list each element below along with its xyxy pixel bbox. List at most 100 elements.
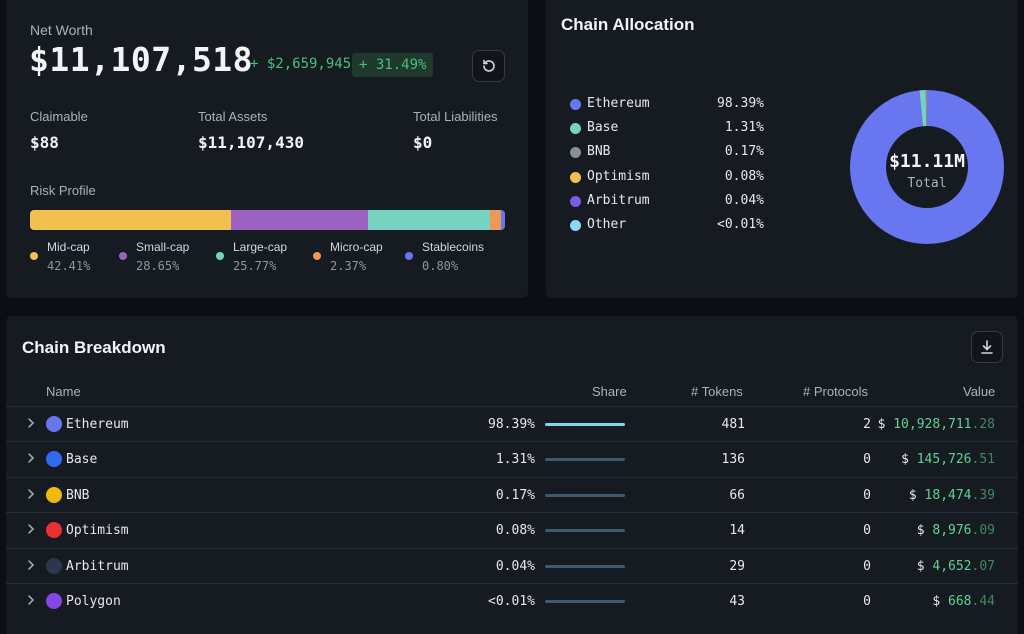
legend-dot (30, 252, 38, 260)
legend-pct: 42.41% (47, 259, 91, 273)
total-assets-value: $11,107,430 (198, 133, 304, 152)
value-integer: 668 (948, 594, 972, 609)
chain-icon (46, 451, 62, 467)
chain-icon (46, 558, 62, 574)
value-integer: 18,474 (924, 488, 972, 503)
chain-value: $ 4,652.07 (917, 559, 995, 574)
allocation-item-arbitrum: Arbitrum 0.04% (570, 193, 764, 209)
value-currency: $ (908, 488, 917, 503)
chevron-right-icon[interactable] (26, 558, 36, 572)
allocation-pct: 98.39% (717, 96, 764, 111)
risk-segment-micro-cap (489, 210, 502, 230)
legend-dot (570, 147, 581, 158)
net-worth-value: $11,107,518 (29, 40, 254, 79)
table-row-arbitrum[interactable]: Arbitrum 0.04% 29 0 $ 4,652.07 (6, 548, 1018, 583)
risk-segment-large-cap (367, 210, 490, 230)
total-assets-stat: Total Assets $11,107,430 (198, 109, 304, 152)
value-integer: 10,928,711 (893, 417, 972, 432)
column-header-name[interactable]: Name (46, 384, 81, 399)
token-count: 66 (729, 488, 745, 503)
column-header-value[interactable]: Value (963, 384, 996, 399)
token-count: 43 (729, 594, 745, 609)
risk-segment-mid-cap (30, 210, 232, 230)
share-bar (545, 458, 625, 461)
column-header-tokens[interactable]: # Tokens (691, 384, 743, 399)
token-count: 481 (721, 417, 745, 432)
legend-name: Small-cap (136, 240, 190, 254)
table-row-polygon[interactable]: Polygon <0.01% 43 0 $ 668.44 (6, 583, 1018, 618)
share-pct: 0.08% (495, 523, 535, 538)
token-count: 136 (721, 452, 745, 467)
value-decimal: .28 (971, 417, 995, 432)
chain-icon (46, 593, 62, 609)
allocation-item-optimism: Optimism 0.08% (570, 169, 764, 185)
value-decimal: .09 (971, 523, 995, 538)
chain-name: Arbitrum (66, 559, 129, 574)
share-pct: 1.31% (495, 452, 535, 467)
table-row-bnb[interactable]: BNB 0.17% 66 0 $ 18,474.39 (6, 477, 1018, 512)
share-pct: 98.39% (488, 417, 535, 432)
share-pct: <0.01% (488, 594, 535, 609)
chain-value: $ 8,976.09 (917, 523, 995, 538)
allocation-name: BNB (587, 144, 611, 159)
allocation-name: Optimism (587, 169, 650, 184)
chevron-right-icon[interactable] (26, 451, 36, 465)
refresh-icon (482, 59, 495, 72)
allocation-item-ethereum: Ethereum 98.39% (570, 96, 764, 112)
share-bar (545, 529, 625, 532)
allocation-pct: 0.17% (724, 144, 764, 159)
total-liabilities-value: $0 (413, 133, 433, 152)
value-currency: $ (916, 523, 925, 538)
legend-pct: 2.37% (330, 259, 367, 273)
chain-value: $ 668.44 (932, 594, 995, 609)
legend-pct: 25.77% (233, 259, 277, 273)
chain-name: Ethereum (66, 417, 129, 432)
donut-slice-bnb[interactable] (850, 90, 1004, 244)
share-bar (545, 423, 625, 426)
refresh-button[interactable] (472, 50, 505, 82)
table-row-ethereum[interactable]: Ethereum 98.39% 481 2 $ 10,928,711.28 (6, 406, 1018, 441)
total-assets-label: Total Assets (198, 109, 268, 124)
chain-icon (46, 487, 62, 503)
risk-segment-small-cap (231, 210, 368, 230)
chain-allocation-card: Chain Allocation Ethereum 98.39% Base 1.… (546, 0, 1018, 298)
download-button[interactable] (971, 331, 1003, 363)
chevron-right-icon[interactable] (26, 416, 36, 430)
chevron-right-icon[interactable] (26, 593, 36, 607)
value-decimal: .07 (971, 559, 995, 574)
allocation-item-base: Base 1.31% (570, 120, 764, 136)
allocation-name: Arbitrum (587, 193, 650, 208)
chevron-right-icon[interactable] (26, 487, 36, 501)
protocol-count: 0 (863, 559, 871, 574)
legend-dot (570, 123, 581, 134)
legend-name: Large-cap (233, 240, 288, 254)
value-decimal: .44 (971, 594, 995, 609)
chevron-right-icon[interactable] (26, 522, 36, 536)
value-decimal: .51 (971, 452, 995, 467)
donut-total-label: Total (907, 176, 947, 191)
net-worth-label: Net Worth (30, 22, 93, 38)
legend-name: Micro-cap (330, 240, 383, 254)
table-row-optimism[interactable]: Optimism 0.08% 14 0 $ 8,976.09 (6, 512, 1018, 547)
allocation-pct: <0.01% (717, 217, 764, 232)
download-icon (981, 340, 993, 354)
table-row-base[interactable]: Base 1.31% 136 0 $ 145,726.51 (6, 441, 1018, 476)
legend-dot (119, 252, 127, 260)
allocation-name: Ethereum (587, 96, 650, 111)
allocation-name: Other (587, 217, 627, 232)
risk-profile-bar (30, 210, 505, 230)
allocation-item-other: Other <0.01% (570, 217, 764, 233)
chain-breakdown-title: Chain Breakdown (22, 338, 166, 357)
column-header-protocols[interactable]: # Protocols (803, 384, 869, 399)
share-pct: 0.04% (495, 559, 535, 574)
chain-name: Polygon (66, 594, 121, 609)
column-header-share[interactable]: Share (592, 384, 627, 399)
share-bar (545, 600, 625, 603)
share-pct: 0.17% (495, 488, 535, 503)
claimable-label: Claimable (30, 109, 88, 124)
token-count: 29 (729, 559, 745, 574)
protocol-count: 0 (863, 488, 871, 503)
protocol-count: 0 (863, 594, 871, 609)
allocation-pct: 0.04% (724, 193, 764, 208)
protocol-count: 2 (863, 417, 871, 432)
